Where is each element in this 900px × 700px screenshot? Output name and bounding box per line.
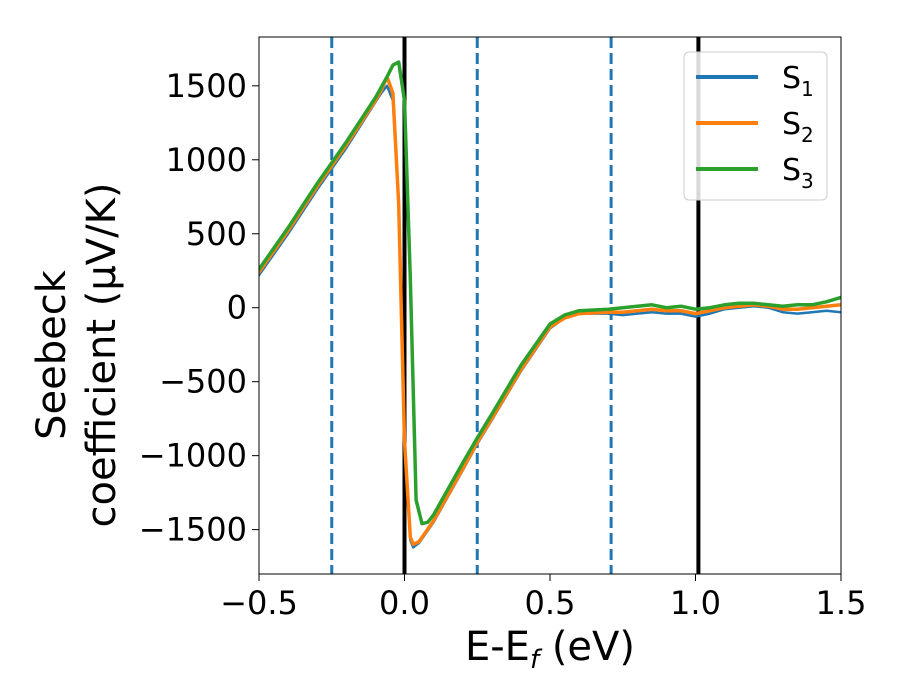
- legend-label-S3: S3: [782, 153, 814, 193]
- legend-entries: S1 S2 S3: [696, 61, 814, 193]
- legend: S1 S2 S3: [683, 51, 828, 201]
- y-tick-label-0: −1500: [139, 511, 247, 549]
- x-axis-ticks: −0.5 0.0 0.5 1.0 1.5: [220, 574, 866, 622]
- series-line-S3: [259, 60, 841, 526]
- y-tick-label-6: 1500: [166, 67, 247, 105]
- x-tick-label-2: 0.5: [525, 584, 576, 622]
- y-axis-label: Seebeck coefficient (μV/K): [29, 183, 125, 528]
- x-tick-label-4: 1.5: [816, 584, 867, 622]
- x-axis-label-base: E-E: [465, 624, 530, 670]
- y-tick-label-4: 500: [186, 215, 247, 253]
- legend-label-S1: S1: [782, 61, 814, 101]
- legend-frame: [683, 51, 828, 201]
- y-tick-label-5: 1000: [166, 141, 247, 179]
- data-series: [259, 60, 841, 549]
- y-axis-ticks: −1500 −1000 −500 0 500 1000 1500: [139, 67, 259, 549]
- legend-label-S2: S2: [782, 107, 814, 147]
- x-axis-label: E-Ef (eV): [465, 624, 635, 675]
- x-axis-label-unit: (eV): [539, 624, 635, 670]
- x-tick-label-0: −0.5: [220, 584, 298, 622]
- y-axis-label-line1: Seebeck: [29, 269, 75, 440]
- y-tick-label-3: 0: [227, 289, 247, 327]
- x-tick-label-3: 1.0: [670, 584, 721, 622]
- y-tick-label-1: −1000: [139, 437, 247, 475]
- x-tick-label-1: 0.0: [379, 584, 430, 622]
- y-tick-label-2: −500: [159, 363, 247, 401]
- y-axis-label-line2: coefficient (μV/K): [79, 183, 125, 528]
